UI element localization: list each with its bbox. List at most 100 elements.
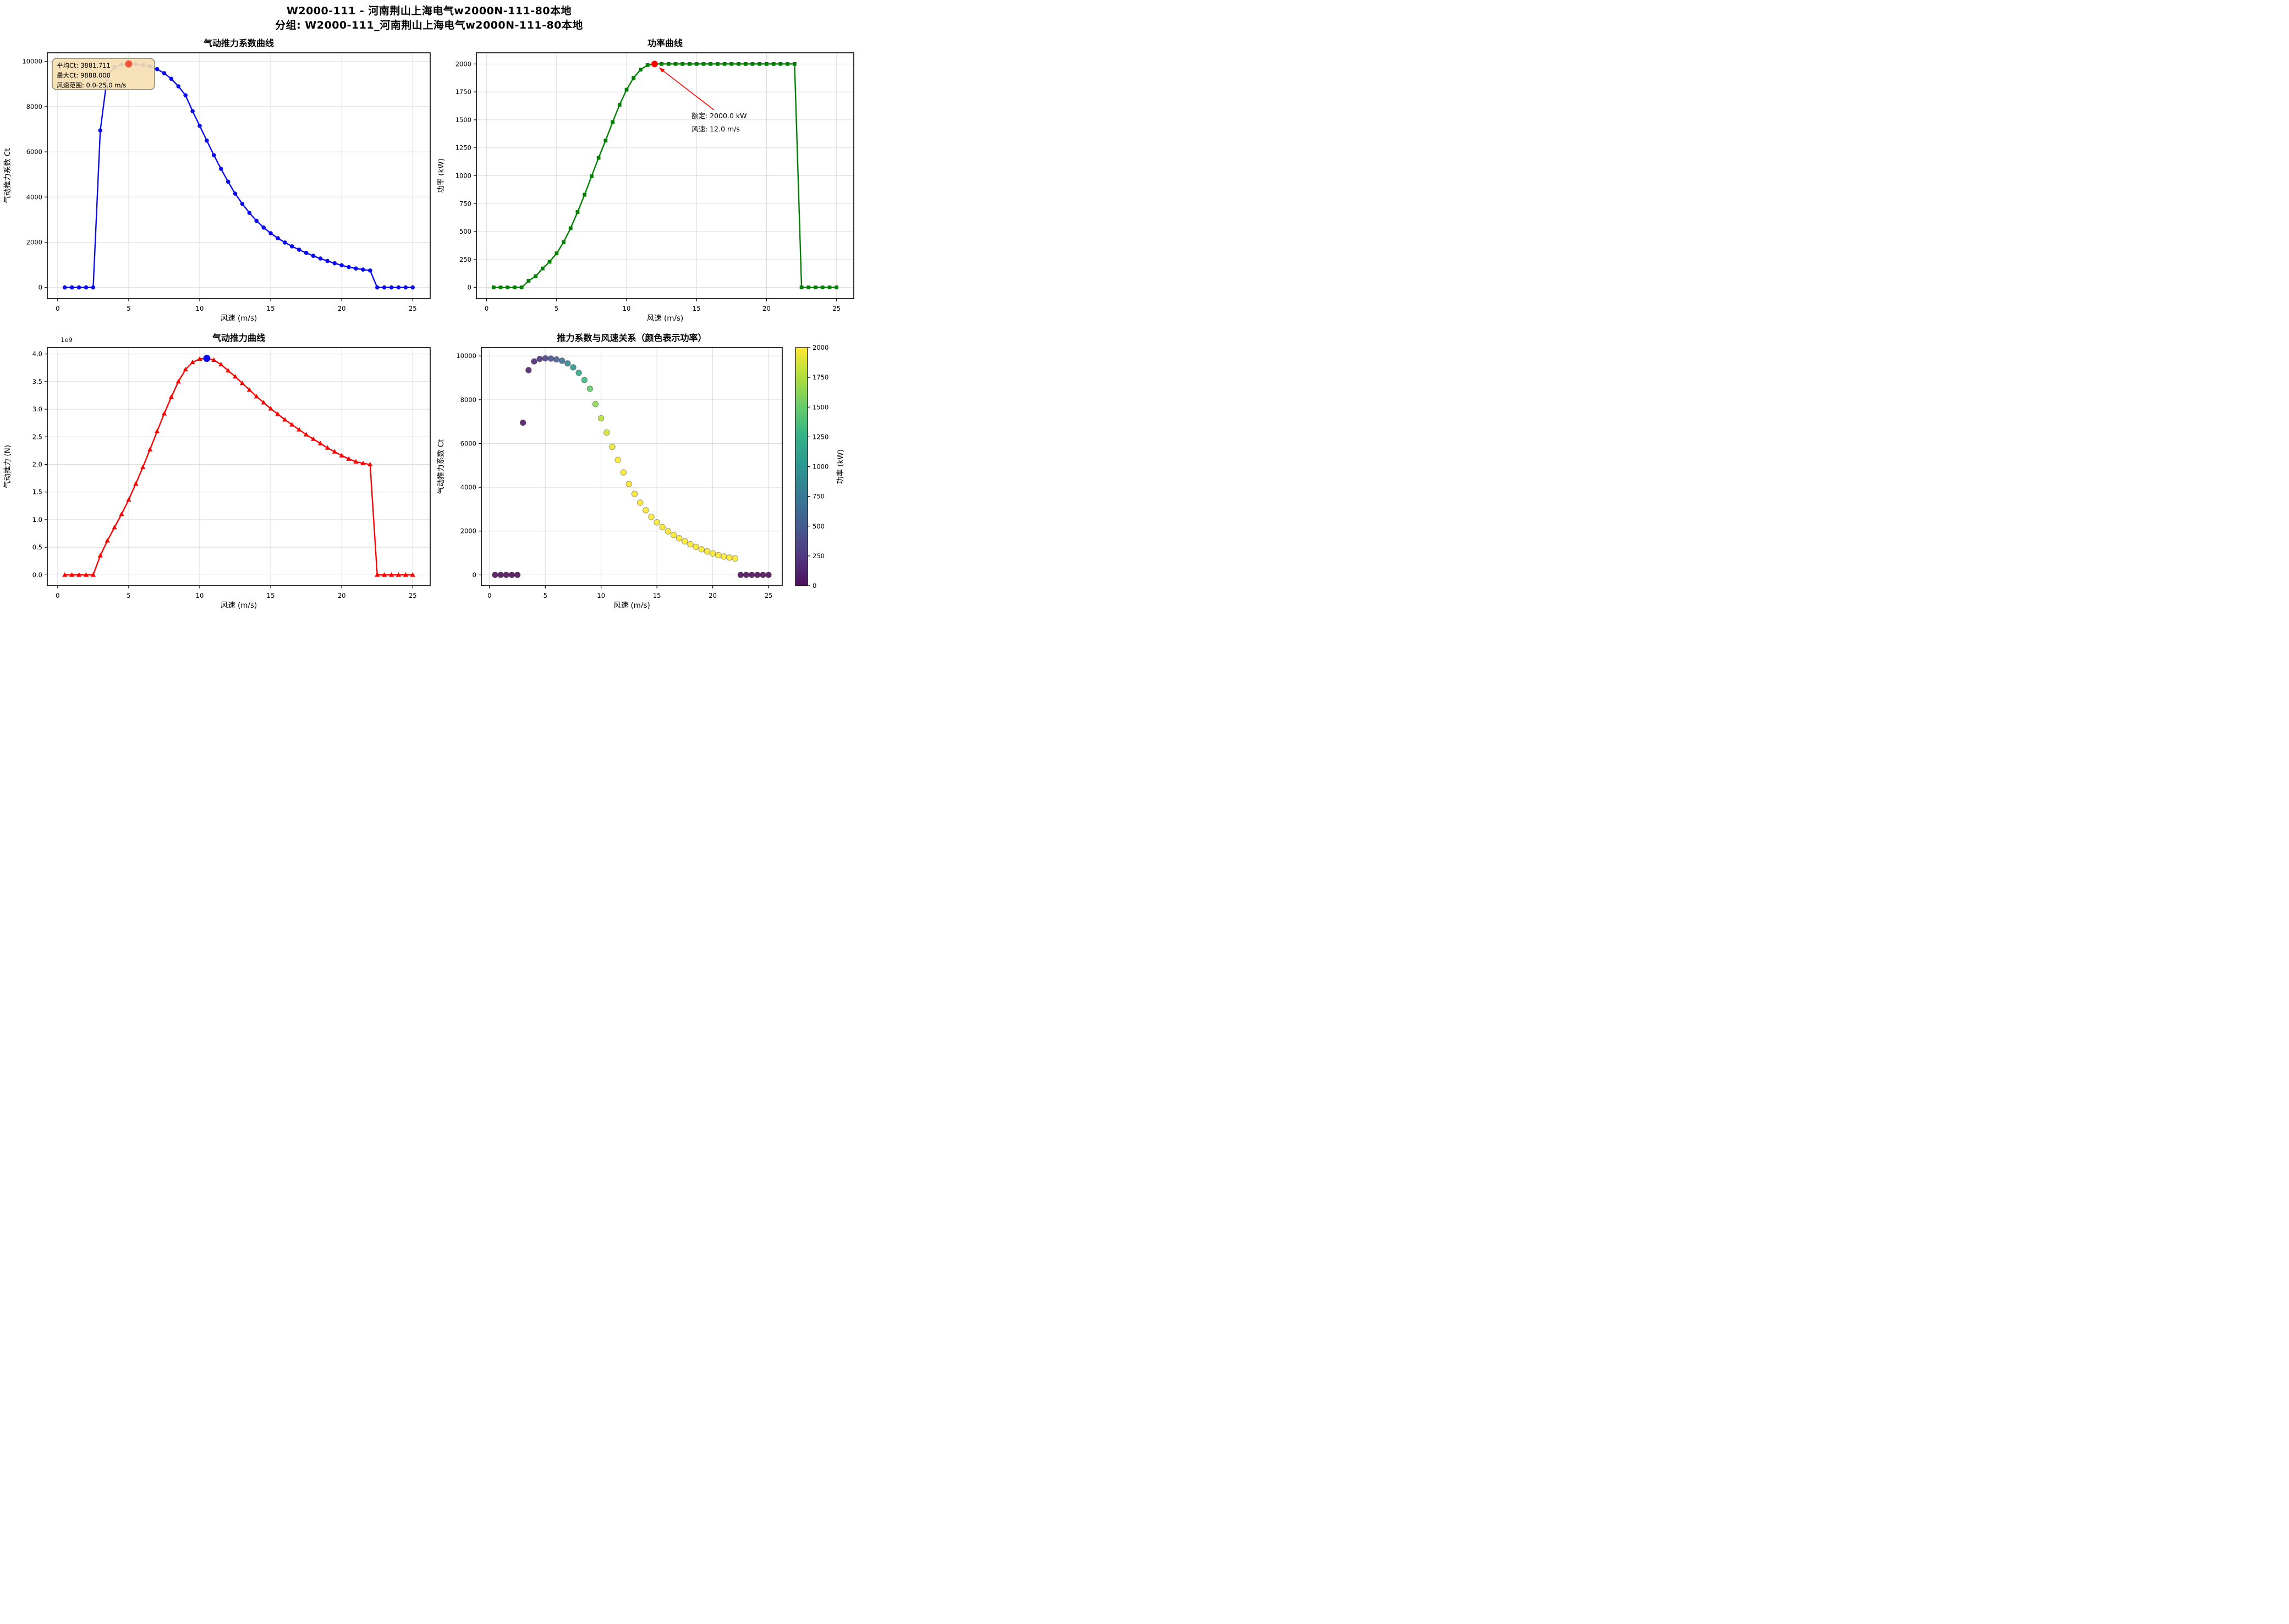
plot-title: 功率曲线 [647,38,683,48]
data-point [190,360,195,365]
y-tick-label: 4000 [460,483,476,491]
data-point [190,109,195,114]
data-point [246,387,252,392]
data-point [311,254,316,258]
data-point [168,394,174,399]
scatter-point [721,553,727,560]
charts-canvas: 0 5 10 15 20 250200040006000800010000气动推力系数曲线… [3,38,854,610]
tick-labels: 0 5 10 15 20 25 0 2000 4000 6000 8000 10000 [456,352,772,599]
data-point [197,356,202,361]
y-tick-label: 0 [39,284,42,291]
data-point [410,285,415,290]
plot-title: 气动推力系数曲线 [203,38,274,48]
scatter-point [586,386,594,393]
scatter-point [670,532,677,538]
y-tick-label: 1250 [455,144,471,152]
scatter-point [514,571,521,579]
annotation-arrow-line [658,67,715,111]
data-point [632,76,636,80]
data-point [596,156,601,160]
x-tick-label: 10 [196,305,204,312]
scatter-point [693,543,699,550]
tick-labels: 0 5 10 15 20 25 0.0 0.5 1.0 1.5 2.0 2.5 3.0 3.5 4.0 [32,350,417,599]
data-point [506,285,510,290]
plot-power-curve: 0 5 10 15 20 25025050075010001250150017502000… [436,38,854,323]
data-point [240,202,245,206]
data-point [69,572,75,577]
scatter-point [508,571,515,579]
scatter-point [643,507,649,514]
x-tick-label: 20 [338,592,346,599]
data-point [353,459,359,464]
data-point [491,285,496,290]
figure-title-line1: W2000-111 - 河南荆山上海电气w2000N-111-80本地 [286,5,572,17]
plot-ct-vs-wind-scatter: 0 5 10 15 20 250200040006000800010000推力系数与风速关… [437,333,845,610]
scatter-point [715,552,722,559]
data-point [161,411,167,416]
data-point [283,240,287,245]
data-point [290,244,294,249]
data-point [519,285,524,290]
data-point [568,226,573,230]
scatter-point [636,499,644,507]
scatter-point [654,519,660,526]
data-point [254,394,259,399]
data-point [694,62,699,66]
data-point [226,368,231,373]
data-point [84,285,89,290]
data-point [547,260,552,264]
data-point [673,62,678,66]
colorbar-tick-label: 1500 [813,404,828,411]
data-point [332,449,337,454]
data-point [375,285,380,290]
x-axis-label: 风速 (m/s) [221,601,257,610]
data-point [183,367,188,372]
plot-title: 气动推力曲线 [212,333,265,343]
x-axis-label: 风速 (m/s) [221,314,257,323]
data-point [211,357,217,362]
y-tick-label: 1750 [455,88,471,96]
data-point [611,120,614,124]
highlight-point [203,355,211,362]
data-point [304,251,309,255]
scatter-point [648,514,655,520]
data-point [389,285,394,290]
scatter-point [743,571,750,579]
data-point [119,511,124,516]
data-point [737,62,740,66]
figure-header: W2000-111 - 河南荆山上海电气w2000N-111-80本地 分组: … [0,0,858,32]
y-tick-label: 8000 [26,103,42,111]
x-tick-label: 10 [196,592,204,599]
x-tick-label: 0 [56,592,59,599]
x-tick-label: 25 [765,592,773,599]
data-point [275,411,281,416]
scatter-point [631,491,638,498]
data-point [820,285,825,290]
data-point [197,124,202,128]
y-tick-label: 4000 [26,194,42,201]
x-tick-label: 15 [653,592,661,599]
data-point [624,87,629,92]
data-point [133,481,139,486]
scatter-point [609,443,616,450]
colorbar: 0 250 500 750 1000 1250 1500 1750 2000 功率 (kW) [795,344,845,590]
scatter-points [492,355,772,579]
axes-spines [47,347,431,587]
y-tick-label: 2.5 [32,433,42,441]
x-axis-label: 风速 (m/s) [613,601,650,610]
scatter-point [704,548,711,555]
data-point [62,285,67,290]
data-point [354,266,358,271]
y-tick-label: 0 [473,571,476,579]
data-point [396,572,402,577]
data-point [239,381,245,386]
data-point [722,62,727,66]
rated-annotation: 额定: 2000.0 kW 风速: 12.0 m/s [651,60,747,133]
colorbar-tick-label: 750 [813,493,825,500]
y-axis-label: 气动推力系数 Ct [3,148,12,203]
y-tick-label: 0 [468,284,471,291]
scatter-point [492,571,498,579]
data-point [140,464,146,470]
data-point [603,139,608,143]
